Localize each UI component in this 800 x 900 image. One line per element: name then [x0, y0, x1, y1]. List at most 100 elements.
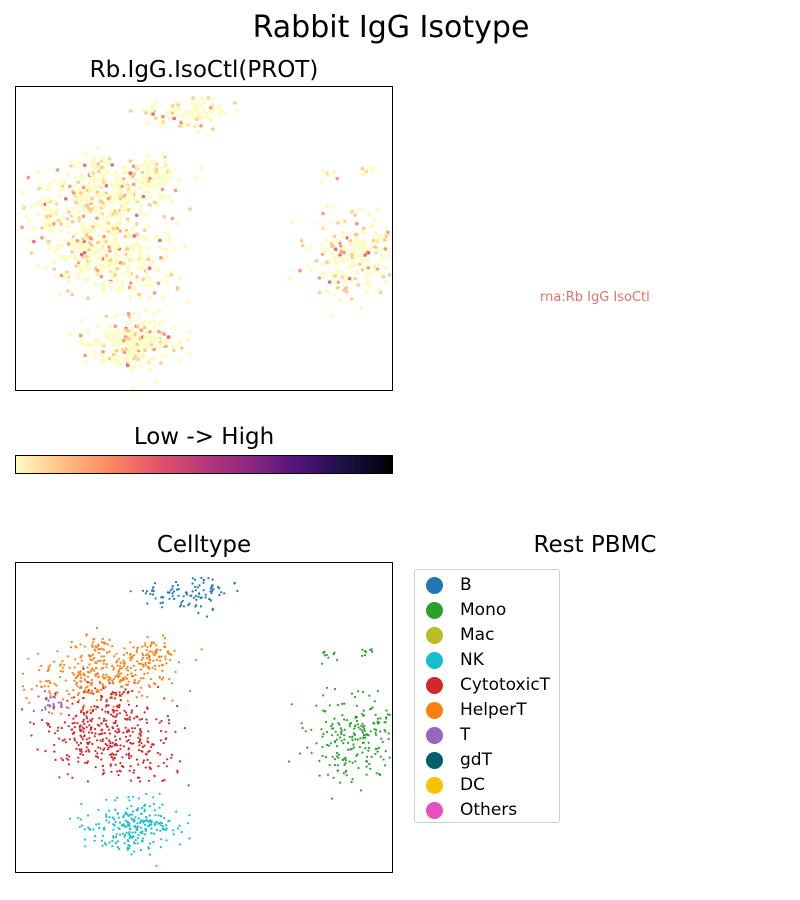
- expression-point: [386, 254, 391, 259]
- expression-point: [120, 202, 125, 207]
- expression-point: [35, 170, 41, 175]
- celltype-point-cytotoxict: [161, 779, 164, 783]
- celltype-point-helpert: [83, 678, 86, 681]
- expression-point: [178, 124, 182, 128]
- expression-point: [124, 185, 129, 190]
- expression-point: [20, 189, 26, 195]
- celltype-point-b: [149, 593, 152, 596]
- celltype-point-mono: [357, 766, 360, 770]
- celltype-point-nk: [111, 839, 114, 842]
- celltype-point-helpert: [99, 681, 102, 684]
- celltype-point-helpert: [27, 657, 30, 660]
- celltype-point-helpert: [130, 655, 134, 658]
- expression-point: [43, 266, 48, 271]
- expression-point: [133, 331, 138, 336]
- expression-point: [383, 266, 388, 271]
- celltype-point-cytotoxict: [137, 736, 140, 739]
- celltype-point-cytotoxict: [127, 752, 130, 755]
- celltype-point-cytotoxict: [125, 740, 129, 743]
- celltype-point-cytotoxict: [101, 708, 104, 711]
- celltype-point-nk: [126, 848, 129, 851]
- celltype-point-cytotoxict: [155, 718, 158, 721]
- celltype-point-mono: [361, 741, 364, 744]
- celltype-point-cytotoxict: [110, 756, 113, 759]
- celltype-point-helpert: [79, 673, 82, 676]
- celltype-point-helpert: [127, 669, 130, 672]
- celltype-point-helpert: [95, 690, 98, 693]
- celltype-point-cytotoxict: [111, 741, 114, 744]
- celltype-point-helpert: [129, 658, 132, 662]
- expression-point: [121, 329, 127, 335]
- expression-point: [157, 321, 162, 327]
- celltype-point-nk: [136, 825, 139, 828]
- expression-point: [344, 286, 348, 291]
- expression-point: [108, 258, 113, 263]
- expression-point: [375, 207, 381, 212]
- expression-point: [139, 203, 144, 209]
- celltype-point-monosmall: [323, 654, 326, 657]
- celltype-point-helpert: [62, 698, 65, 701]
- celltype-point-cytotoxict: [91, 710, 94, 713]
- celltype-point-mono: [372, 721, 375, 724]
- celltype-point-cytotoxict: [106, 744, 109, 747]
- celltype-point-helpert: [154, 664, 157, 667]
- celltype-point-cytotoxict: [100, 729, 103, 732]
- celltype-point-mono: [342, 742, 345, 745]
- celltype-point-helpert: [155, 649, 158, 652]
- expression-point: [135, 232, 140, 237]
- expression-point: [90, 196, 94, 201]
- celltype-point-nk: [128, 833, 131, 837]
- celltype-point-cytotoxict: [162, 742, 165, 745]
- celltype-point-cytotoxict: [81, 738, 84, 741]
- expression-point: [132, 234, 136, 238]
- celltype-point-helpert: [125, 683, 129, 686]
- celltype-point-nk: [145, 816, 148, 819]
- celltype-point-helpert: [121, 676, 125, 680]
- celltype-point-b: [185, 591, 188, 594]
- celltype-point-cytotoxict: [137, 763, 140, 766]
- expression-point: [135, 240, 140, 245]
- expression-point: [46, 239, 51, 244]
- celltype-point-helpert: [139, 677, 143, 680]
- celltype-point-helpert: [101, 683, 104, 686]
- celltype-point-nk: [153, 821, 157, 824]
- celltype-point-nk: [105, 798, 108, 801]
- celltype-point-helpert: [46, 669, 49, 673]
- celltype-point-cytotoxict: [74, 715, 77, 718]
- celltype-point-cytotoxict: [145, 753, 148, 756]
- celltype-point-helpert: [135, 649, 138, 652]
- expression-point: [78, 197, 83, 202]
- expression-point: [83, 359, 88, 365]
- celltype-point-cytotoxict: [148, 766, 151, 769]
- celltype-point-helpert: [136, 646, 139, 649]
- celltype-point-nk: [93, 839, 96, 842]
- celltype-point-helpert: [118, 667, 122, 670]
- celltype-point-helpert: [79, 680, 82, 683]
- celltype-point-nk: [116, 812, 119, 815]
- celltype-point-cytotoxict: [21, 708, 24, 711]
- expression-point: [134, 168, 139, 174]
- celltype-point-helpert: [146, 646, 149, 649]
- expression-point: [360, 207, 366, 213]
- legend-item-cytotoxict: CytotoxicT: [415, 674, 555, 696]
- celltype-point-mono: [361, 722, 364, 725]
- expression-point: [170, 216, 175, 221]
- expression-point: [129, 259, 134, 264]
- celltype-point-cytotoxict: [127, 728, 130, 731]
- celltype-point-nk: [148, 842, 152, 845]
- expression-point: [52, 178, 57, 183]
- celltype-point-helpert: [91, 689, 94, 692]
- celltype-point-helpert: [200, 648, 203, 651]
- expression-point: [35, 264, 40, 269]
- expression-point: [181, 113, 186, 119]
- expression-point: [364, 289, 369, 294]
- expression-point: [356, 283, 361, 287]
- expression-point: [93, 271, 99, 276]
- expression-point: [115, 355, 121, 360]
- celltype-point-helpert: [116, 664, 119, 667]
- celltype-point-helpert: [70, 640, 73, 643]
- expression-point: [85, 234, 89, 238]
- expression-point: [180, 346, 184, 351]
- celltype-point-cytotoxict: [146, 721, 149, 724]
- celltype-point-nk: [79, 818, 82, 821]
